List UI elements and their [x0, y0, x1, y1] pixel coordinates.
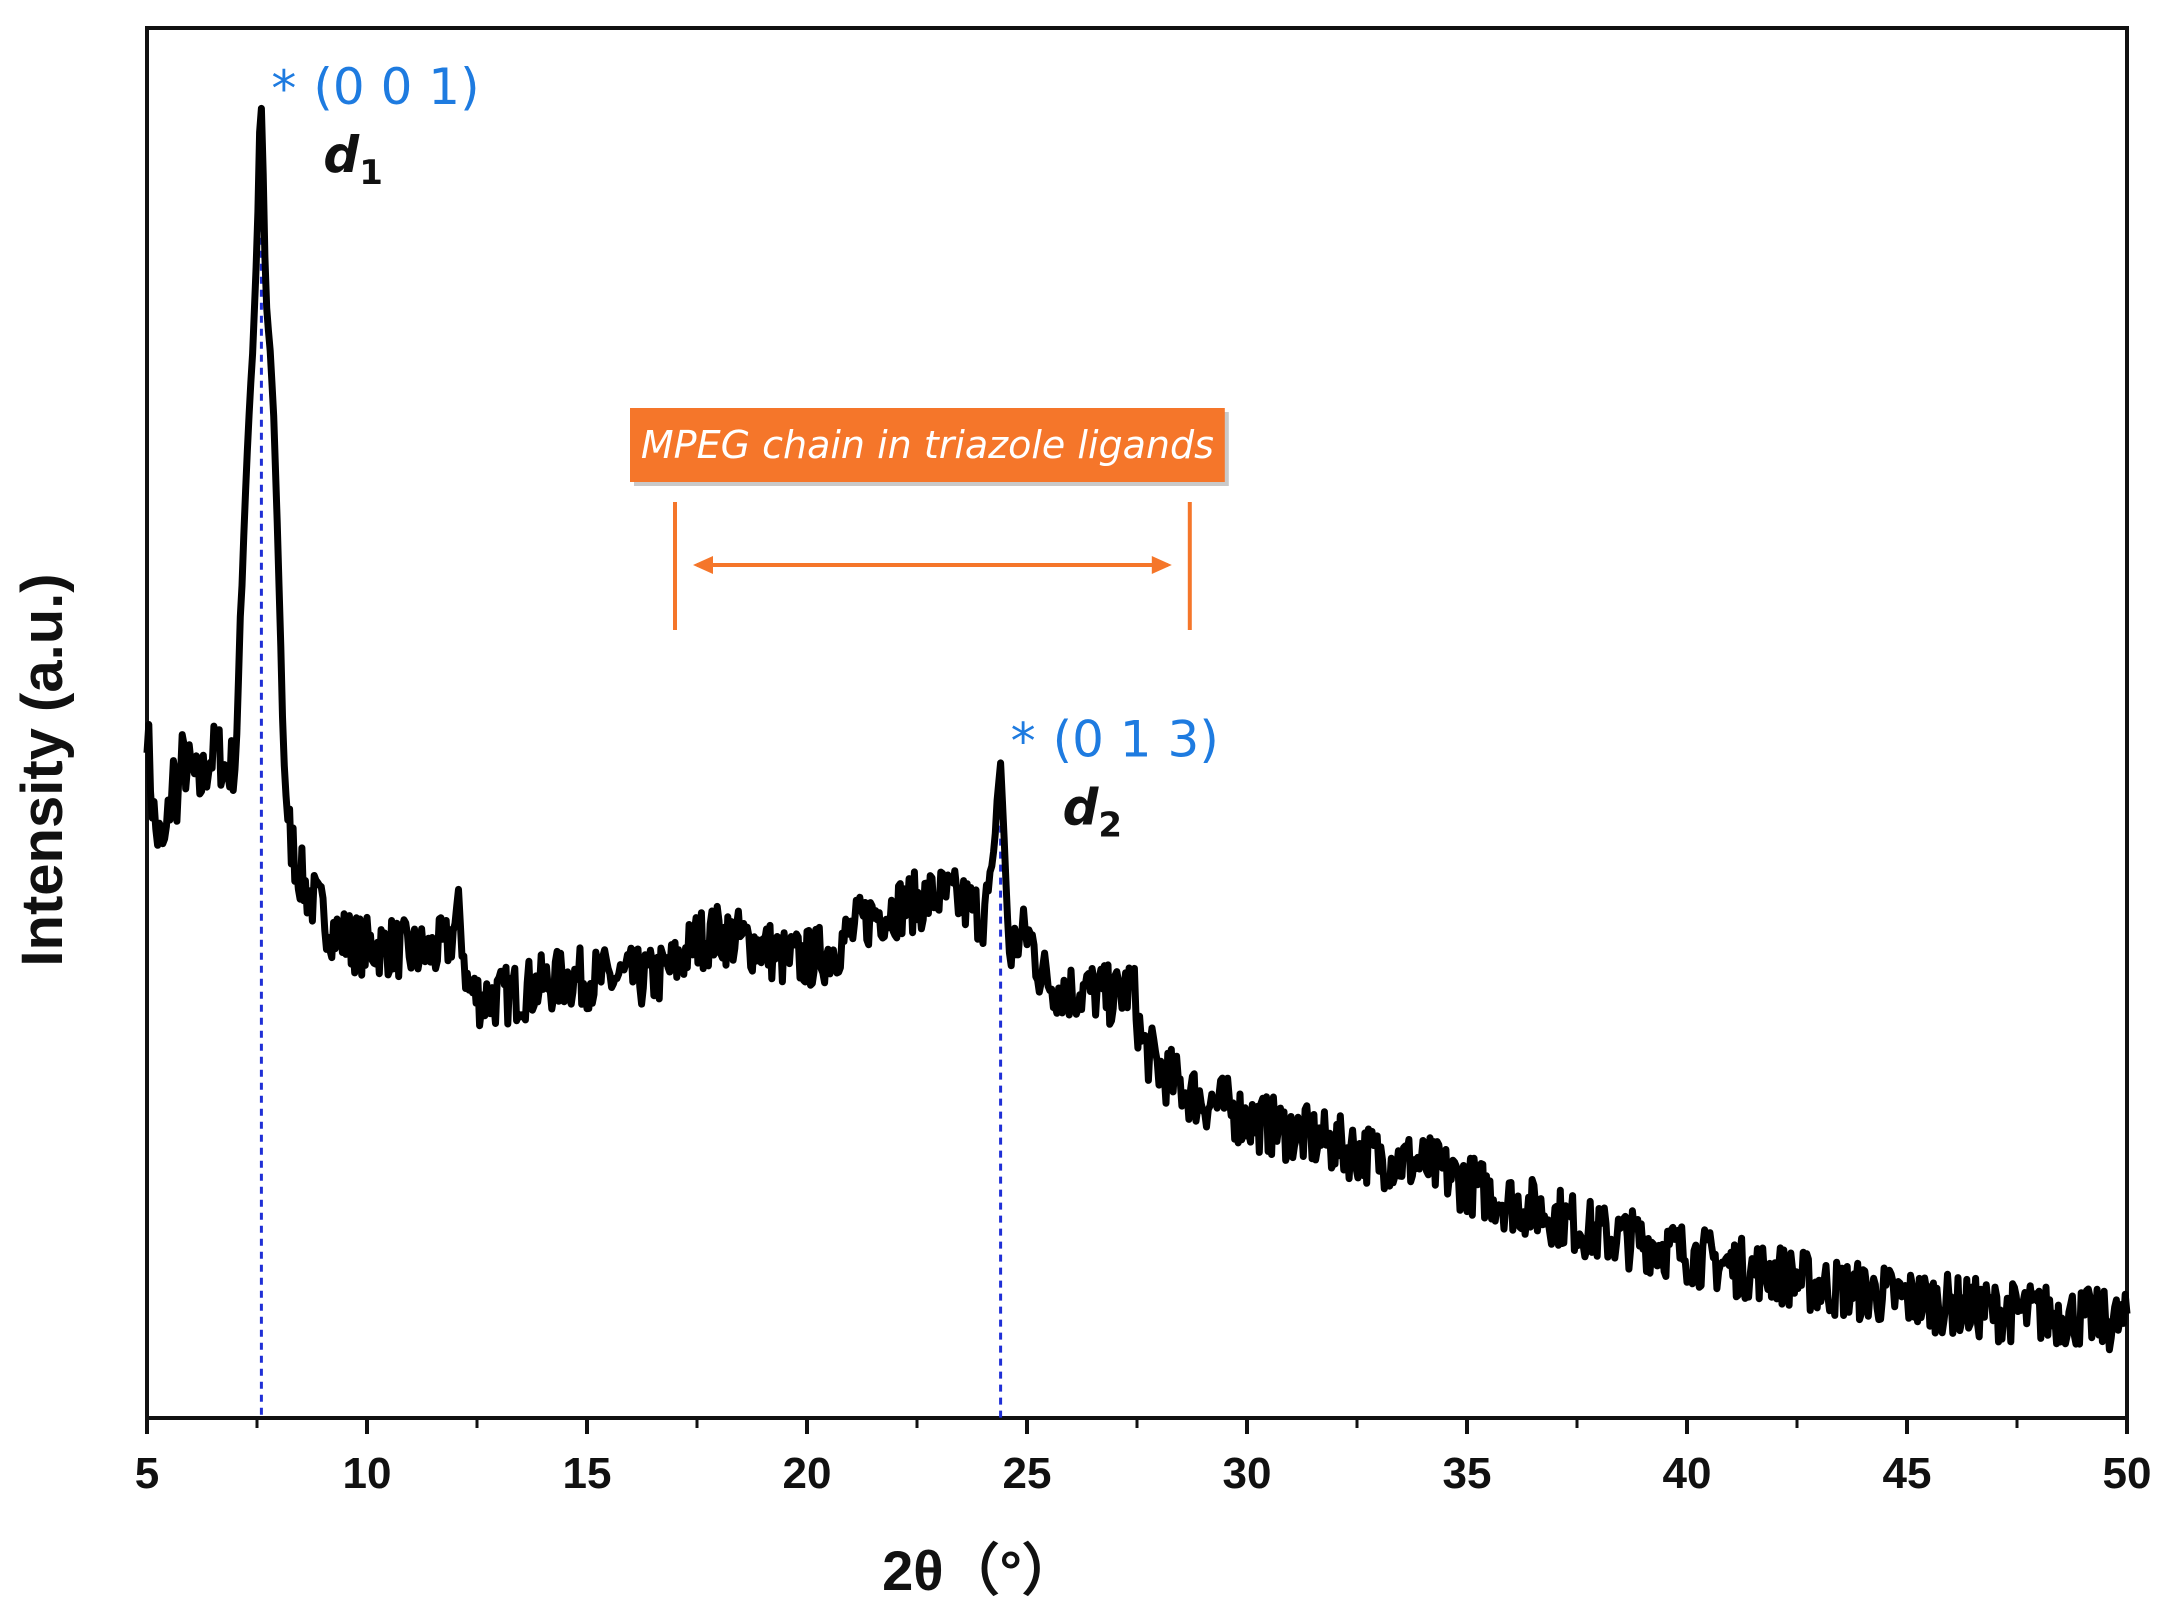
range-banner-text: MPEG chain in triazole ligands	[641, 423, 1214, 467]
y-axis-title: Intensity (a.u.)	[10, 573, 75, 966]
peak-miller-index: (0 0 1)	[313, 58, 479, 116]
d-label-subscript: 1	[359, 153, 383, 193]
x-tick-label: 45	[1883, 1449, 1932, 1498]
x-tick-label: 10	[343, 1449, 392, 1498]
x-tick-label: 40	[1663, 1449, 1712, 1498]
d-label-base: d	[323, 126, 360, 184]
x-tick-label: 50	[2103, 1449, 2152, 1498]
range-banner	[630, 408, 1225, 482]
d-label-subscript: 2	[1098, 806, 1122, 846]
x-tick-label: 15	[563, 1449, 612, 1498]
x-tick-label: 25	[1003, 1449, 1052, 1498]
range-arrow-head-left	[693, 556, 713, 574]
peak-annotations: * (0 0 1)d1* (0 1 3)d2	[271, 58, 1218, 846]
peak-miller-index: (0 1 3)	[1053, 711, 1219, 769]
peak-star: *	[1011, 713, 1036, 771]
x-tick-label: 20	[783, 1449, 832, 1498]
x-tick-label: 35	[1443, 1449, 1492, 1498]
x-axis-tick-labels: 5 10 15 20 25 30 35 40 45 50	[135, 1449, 2152, 1498]
peak-d-label: d2	[1063, 779, 1122, 846]
range-annotation: MPEG chain in triazole ligands	[630, 408, 1229, 630]
x-tick-label: 5	[135, 1449, 159, 1498]
peak-d-label: d1	[323, 126, 382, 193]
peak-guide-lines	[259, 107, 1003, 1418]
x-tick-label: 30	[1223, 1449, 1272, 1498]
x-axis-ticks	[145, 1418, 2129, 1434]
peak-star: *	[271, 60, 296, 118]
series-line	[143, 104, 2131, 1354]
range-arrow-head-right	[1151, 556, 1172, 574]
d-label-base: d	[1063, 779, 1100, 837]
x-axis-title: 2θ（°）	[882, 1539, 1078, 1602]
